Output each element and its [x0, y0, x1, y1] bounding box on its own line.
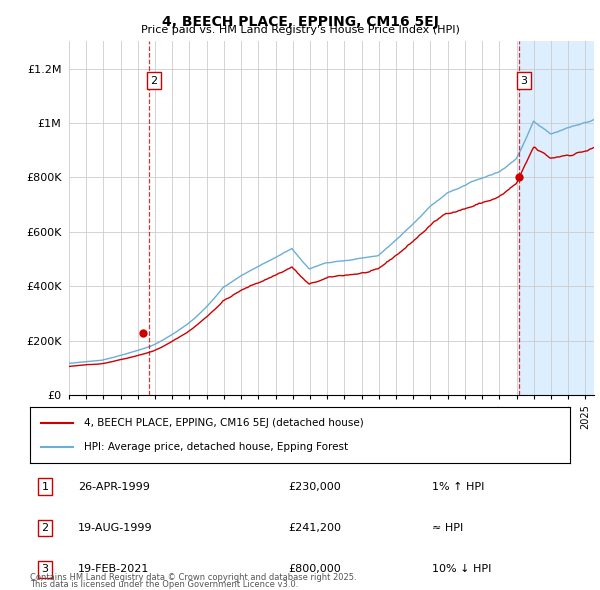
Text: 2: 2 — [41, 523, 49, 533]
Text: 4, BEECH PLACE, EPPING, CM16 5EJ: 4, BEECH PLACE, EPPING, CM16 5EJ — [161, 15, 439, 29]
Text: 1: 1 — [41, 482, 49, 491]
Text: This data is licensed under the Open Government Licence v3.0.: This data is licensed under the Open Gov… — [30, 580, 298, 589]
Text: ≈ HPI: ≈ HPI — [432, 523, 463, 533]
Text: 19-FEB-2021: 19-FEB-2021 — [78, 565, 149, 574]
Text: HPI: Average price, detached house, Epping Forest: HPI: Average price, detached house, Eppi… — [84, 442, 348, 453]
Text: 4, BEECH PLACE, EPPING, CM16 5EJ (detached house): 4, BEECH PLACE, EPPING, CM16 5EJ (detach… — [84, 418, 364, 428]
Text: £241,200: £241,200 — [288, 523, 341, 533]
Text: 3: 3 — [41, 565, 49, 574]
Text: 2: 2 — [150, 76, 157, 86]
Bar — [519, 41, 594, 395]
Text: Price paid vs. HM Land Registry's House Price Index (HPI): Price paid vs. HM Land Registry's House … — [140, 25, 460, 35]
Text: £230,000: £230,000 — [288, 482, 341, 491]
Text: 26-APR-1999: 26-APR-1999 — [78, 482, 150, 491]
Text: 19-AUG-1999: 19-AUG-1999 — [78, 523, 152, 533]
Text: 1% ↑ HPI: 1% ↑ HPI — [432, 482, 484, 491]
Text: Contains HM Land Registry data © Crown copyright and database right 2025.: Contains HM Land Registry data © Crown c… — [30, 573, 356, 582]
Text: £800,000: £800,000 — [288, 565, 341, 574]
Text: 10% ↓ HPI: 10% ↓ HPI — [432, 565, 491, 574]
Text: 3: 3 — [520, 76, 527, 86]
